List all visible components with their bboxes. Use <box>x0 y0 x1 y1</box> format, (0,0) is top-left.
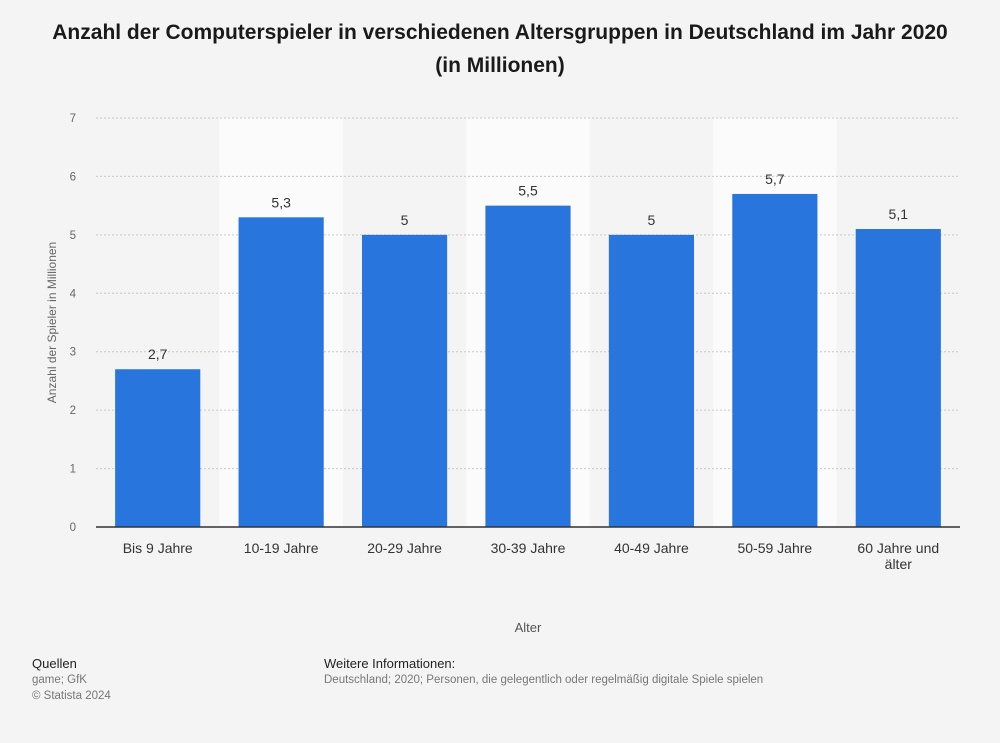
sources-text: game; GfK <box>32 674 87 686</box>
data-label: 5,5 <box>518 183 538 199</box>
bar <box>238 217 324 528</box>
x-tick-label: 10-19 Jahre <box>244 540 319 556</box>
bar <box>485 205 571 527</box>
x-tick-label: 50-59 Jahre <box>737 540 812 556</box>
y-axis-title: Anzahl der Spieler in Millionen <box>45 242 59 403</box>
x-tick-label: 20-29 Jahre <box>367 540 442 556</box>
y-tick-label: 1 <box>70 464 76 476</box>
x-axis-title: Alter <box>515 620 542 635</box>
x-tick-label: 40-49 Jahre <box>614 540 689 556</box>
info-block: Weitere Informationen: Deutschland; 2020… <box>324 656 763 688</box>
bar <box>855 229 941 527</box>
y-tick-label: 0 <box>70 522 76 534</box>
y-tick-label: 7 <box>70 113 76 125</box>
bar <box>361 234 448 527</box>
y-tick-label: 5 <box>70 230 76 242</box>
data-label: 5,1 <box>889 206 909 222</box>
chart-title: Anzahl der Computerspieler in verschiede… <box>52 21 948 77</box>
y-tick-label: 4 <box>70 288 77 300</box>
data-label: 5,7 <box>765 171 785 187</box>
data-label: 5 <box>401 212 409 228</box>
info-label: Weitere Informationen: <box>324 656 456 671</box>
bar <box>608 234 695 527</box>
y-tick-label: 6 <box>70 171 76 183</box>
data-label: 5 <box>648 212 656 228</box>
y-tick-label: 2 <box>70 405 76 417</box>
sources-block: Quellen game; GfK © Statista 2024 <box>32 656 111 704</box>
y-tick-label: 3 <box>70 347 76 359</box>
data-label: 2,7 <box>148 346 168 362</box>
sources-label: Quellen <box>32 656 77 671</box>
info-text: Deutschland; 2020; Personen, die gelegen… <box>324 674 764 686</box>
bar-chart: 0 1 2 3 4 5 6 7 2,7 Bis 9 Jahre 5,3 10-19 Jahre 5 20-… <box>45 113 960 635</box>
bar <box>115 369 201 527</box>
bar <box>732 193 818 527</box>
x-tick-label: 60 Jahre und älter <box>857 540 939 572</box>
x-tick-label: 30-39 Jahre <box>491 540 566 556</box>
x-tick-label: Bis 9 Jahre <box>123 540 193 556</box>
copyright-text: © Statista 2024 <box>32 690 111 702</box>
data-label: 5,3 <box>271 194 291 210</box>
